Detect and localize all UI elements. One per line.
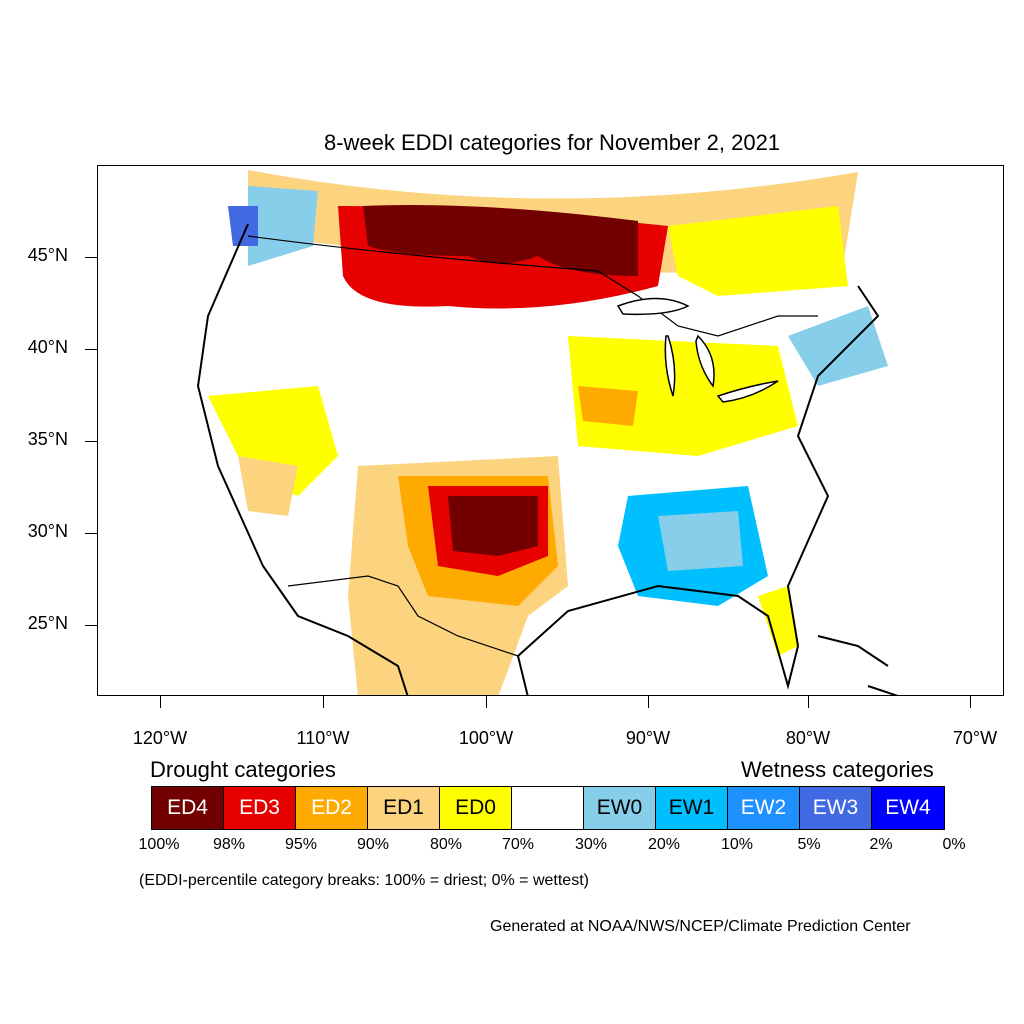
break-label: 0%	[942, 836, 966, 853]
lon-tick	[808, 696, 809, 708]
mexico-us-border	[287, 575, 519, 657]
lat-label: 40°N	[27, 337, 68, 357]
midwest-ed0-patch	[568, 336, 798, 456]
southwest-ed1-patch	[238, 456, 298, 516]
eddi-map	[97, 165, 1004, 696]
break-label: 5%	[797, 836, 821, 853]
lat-label: 25°N	[27, 613, 68, 633]
lon-tick	[486, 696, 487, 708]
great-lakes	[616, 297, 779, 403]
lat-label: 30°N	[27, 521, 68, 541]
break-label: 90%	[356, 836, 390, 853]
legend-swatch: ED4	[152, 787, 224, 829]
map-title: 8-week EDDI categories for November 2, 2…	[323, 130, 781, 155]
legend-swatch: ED2	[296, 787, 368, 829]
break-label: 70%	[501, 836, 535, 853]
midwest-ed2-patch	[578, 386, 638, 426]
lat-tick	[85, 349, 97, 350]
category-legend: ED4 ED3 ED2 ED1 ED0 EW0 EW1 EW2 EW3 EW4	[151, 786, 945, 830]
break-label: 80%	[429, 836, 463, 853]
legend-swatch: ED3	[224, 787, 296, 829]
lon-label: 90°W	[625, 728, 671, 748]
florida-ed0	[758, 586, 798, 656]
lon-label: 100°W	[458, 728, 514, 748]
break-label: 10%	[720, 836, 754, 853]
lat-tick	[85, 257, 97, 258]
eastern-canada-ed0	[668, 206, 848, 296]
lon-tick	[648, 696, 649, 708]
credit-line: Generated at NOAA/NWS/NCEP/Climate Predi…	[490, 918, 911, 935]
drought-categories-heading: Drought categories	[150, 757, 336, 782]
caribbean-islands	[817, 635, 899, 695]
northeast-wetness	[788, 306, 888, 386]
lat-label: 45°N	[27, 245, 68, 265]
southeast-wetness-ew0	[658, 511, 743, 571]
lon-tick	[323, 696, 324, 708]
break-label: 98%	[212, 836, 246, 853]
legend-swatch: ED1	[368, 787, 440, 829]
lon-label: 120°W	[132, 728, 188, 748]
lon-tick	[970, 696, 971, 708]
break-label: 30%	[574, 836, 608, 853]
legend-swatch: EW2	[728, 787, 800, 829]
northern-plains-drought-ed4	[363, 205, 638, 276]
lat-label: 35°N	[27, 429, 68, 449]
lat-tick	[85, 441, 97, 442]
west-ed0-patch	[208, 386, 338, 496]
legend-swatch: EW4	[872, 787, 944, 829]
legend-swatch: EW0	[584, 787, 656, 829]
lat-tick	[85, 533, 97, 534]
lat-tick	[85, 625, 97, 626]
canada-us-border	[247, 235, 818, 337]
break-label: 95%	[284, 836, 318, 853]
legend-swatch: EW3	[800, 787, 872, 829]
lon-label: 70°W	[952, 728, 998, 748]
us-coastline	[196, 223, 880, 695]
wetness-categories-heading: Wetness categories	[741, 757, 934, 782]
eddi-map-canvas	[196, 170, 899, 695]
lon-label: 110°W	[296, 728, 350, 748]
southern-plains-drought-ed4	[448, 496, 538, 556]
lon-tick	[160, 696, 161, 708]
legend-swatch: EW1	[656, 787, 728, 829]
break-label: 100%	[138, 836, 180, 853]
lon-label: 80°W	[785, 728, 831, 748]
break-label: 2%	[869, 836, 893, 853]
legend-swatch	[512, 787, 584, 829]
pacific-nw-wetness	[248, 186, 318, 266]
break-label: 20%	[647, 836, 681, 853]
pacific-nw-ew3	[228, 206, 258, 246]
legend-swatch: ED0	[440, 787, 512, 829]
category-breaks-note: (EDDI-percentile category breaks: 100% =…	[139, 872, 589, 889]
